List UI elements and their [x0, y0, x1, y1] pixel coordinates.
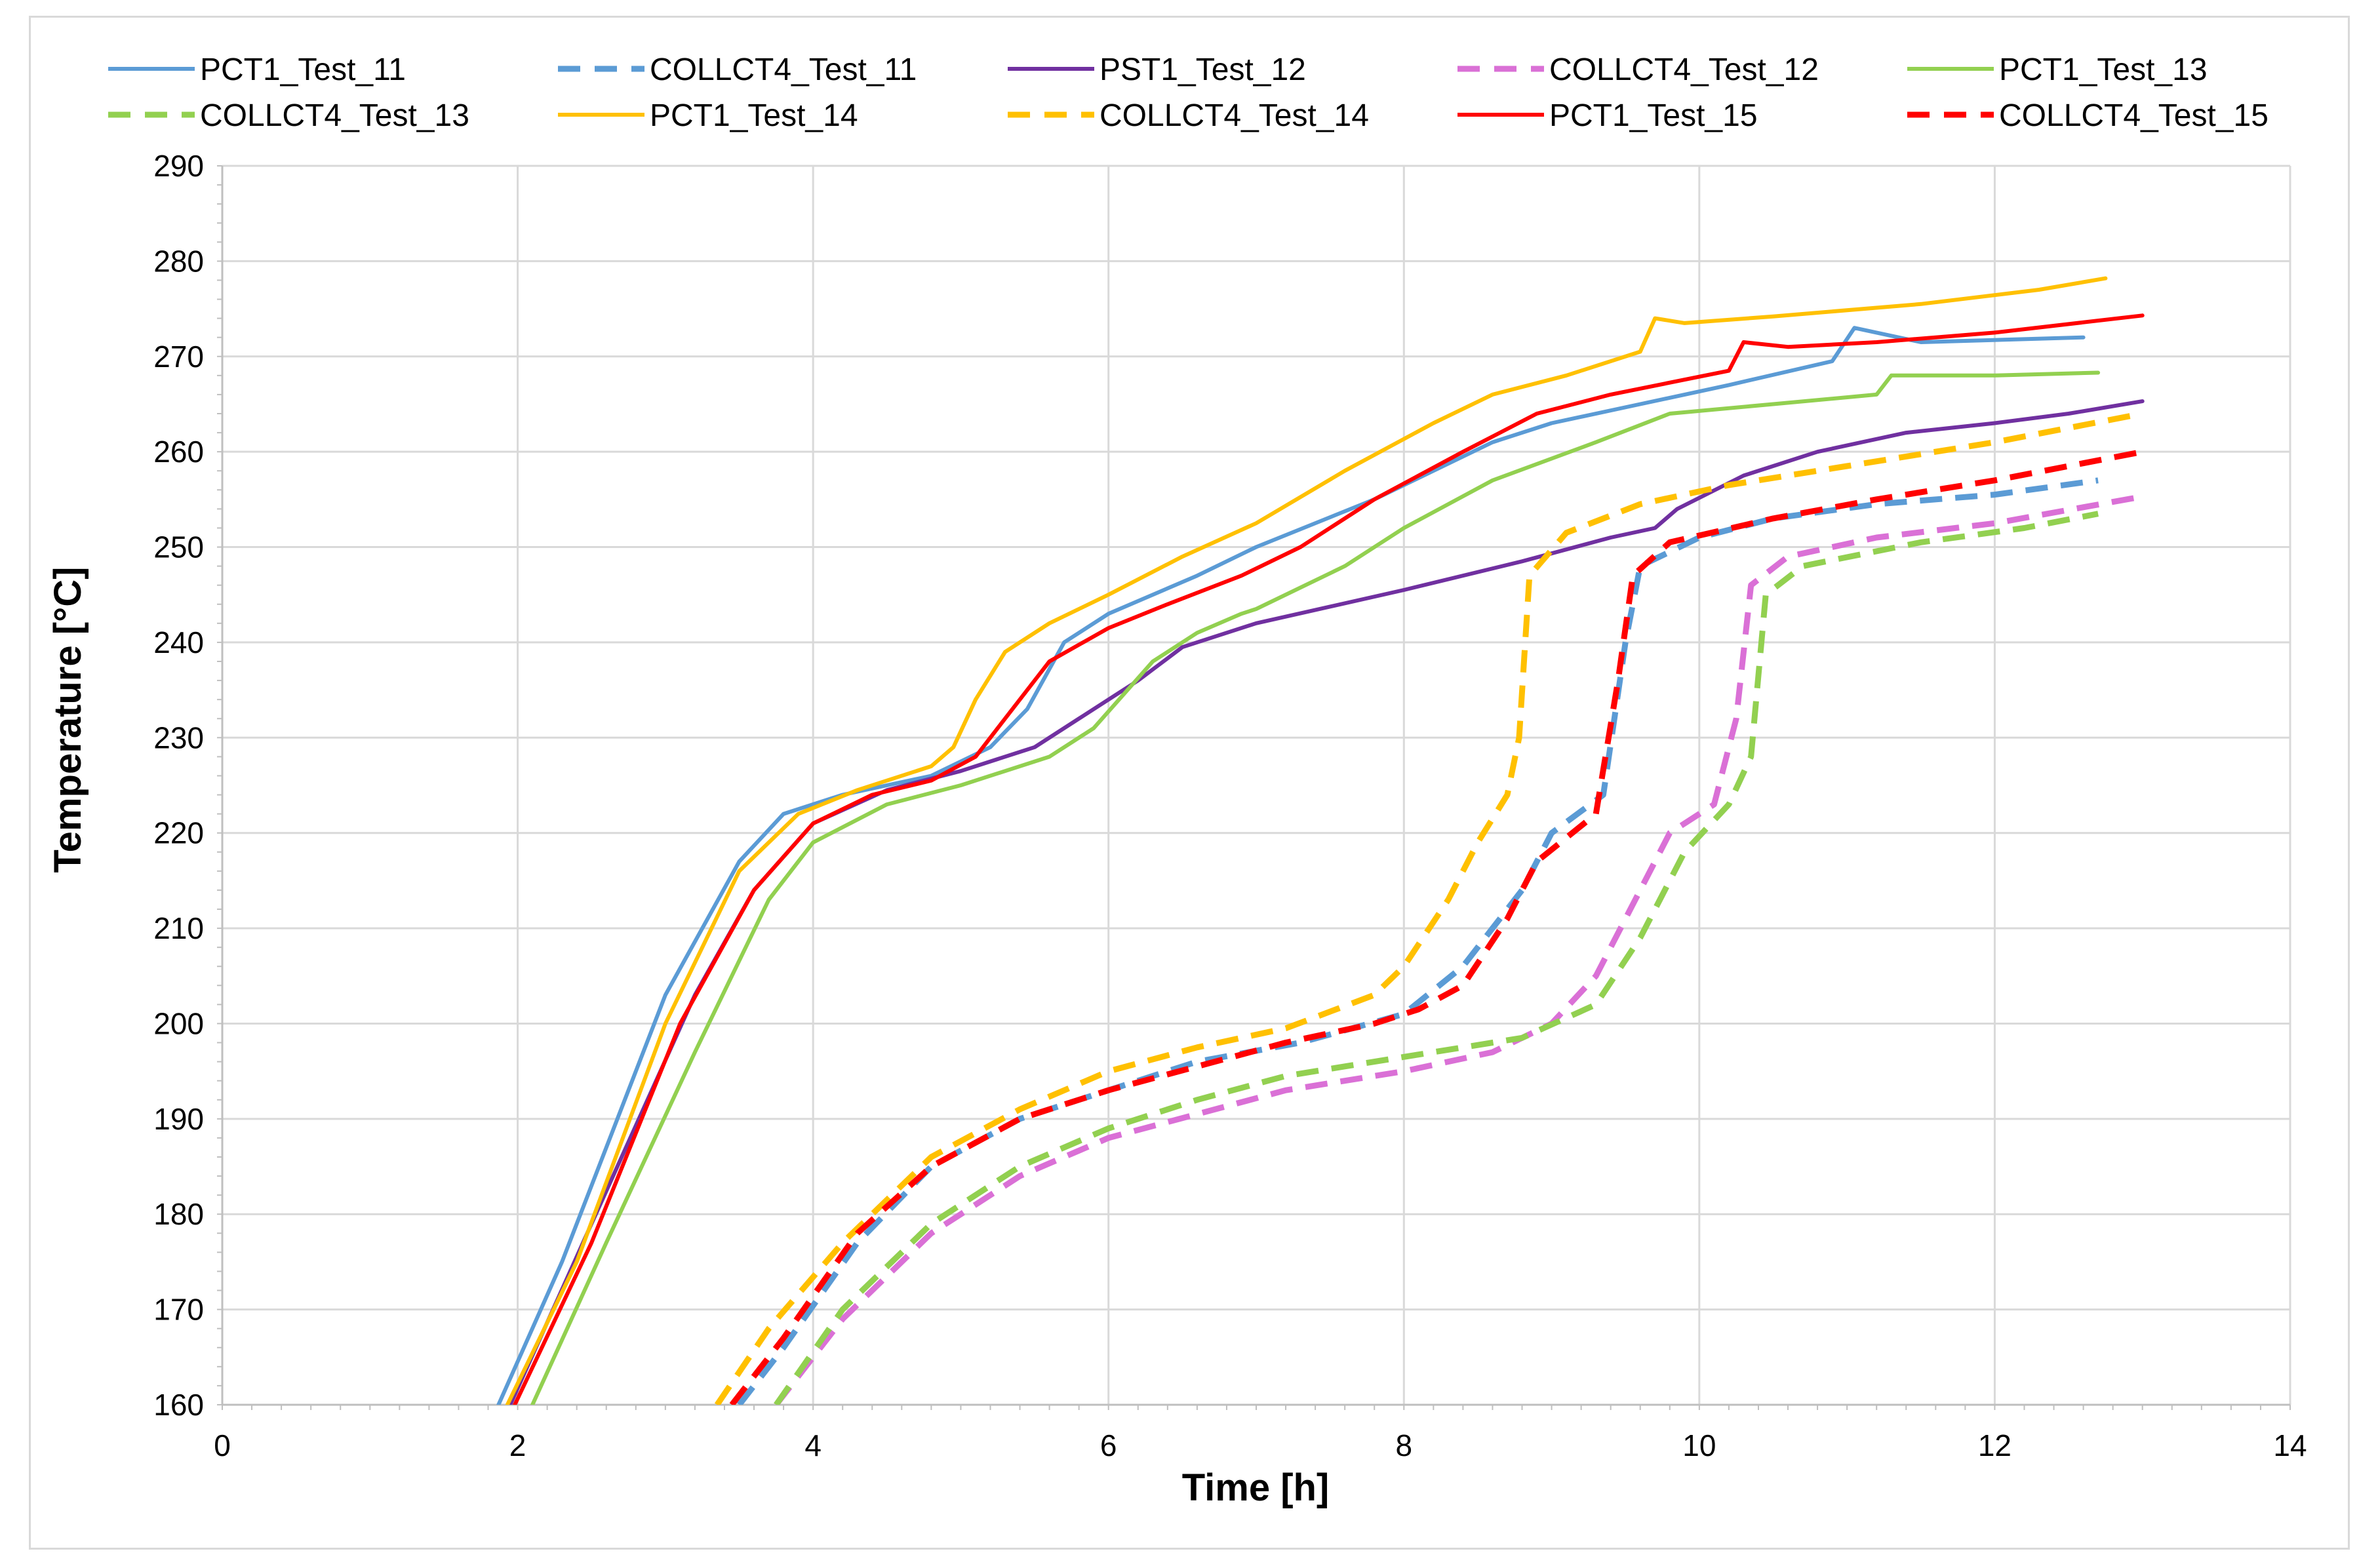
y-tick-label: 180 — [153, 1197, 204, 1231]
series-lines — [496, 276, 2145, 1405]
y-tick-label: 240 — [153, 625, 204, 659]
series-line-collct4-test-13 — [774, 511, 2099, 1405]
legend-label: PCT1_Test_14 — [650, 98, 858, 133]
series-line-pct1-test-14 — [505, 276, 2108, 1405]
legend-label: COLLCT4_Test_12 — [1549, 52, 1819, 87]
temperature-time-chart: 0 2 4 6 8 10 12 14 160 170 180 190 200 210 220 230 240 25… — [47, 52, 2307, 1509]
series-line-pst1-test-12 — [508, 399, 2145, 1405]
legend-label: PCT1_Test_13 — [1999, 52, 2208, 87]
y-tick-label: 270 — [153, 340, 204, 374]
x-tick-label: 12 — [1978, 1428, 2011, 1462]
axes: 0 2 4 6 8 10 12 14 160 170 180 190 200 210 220 230 240 25… — [153, 149, 2307, 1462]
series-line-collct4-test-15 — [729, 448, 2143, 1405]
y-tick-label: 190 — [153, 1102, 204, 1136]
legend-label: PCT1_Test_11 — [200, 52, 406, 87]
x-tick-label: 10 — [1682, 1428, 1716, 1462]
legend-label: COLLCT4_Test_14 — [1100, 98, 1369, 133]
x-axis-title: Time [h] — [1182, 1466, 1330, 1509]
y-tick-label: 250 — [153, 530, 204, 564]
y-tick-label: 280 — [153, 244, 204, 278]
y-tick-label: 210 — [153, 911, 204, 945]
x-tick-label: 8 — [1395, 1428, 1412, 1462]
legend-label: COLLCT4_Test_15 — [1999, 98, 2269, 133]
x-tick-label: 2 — [509, 1428, 526, 1462]
x-tick-label: 14 — [2273, 1428, 2307, 1462]
y-tick-label: 170 — [153, 1293, 204, 1327]
legend-label: COLLCT4_Test_11 — [650, 52, 917, 87]
y-tick-label: 220 — [153, 816, 204, 850]
legend-label: COLLCT4_Test_13 — [200, 98, 469, 133]
series-line-collct4-test-12 — [774, 494, 2143, 1405]
series-line-pct1-test-11 — [496, 326, 2086, 1405]
grid-lines — [222, 165, 2291, 1405]
y-tick-label: 160 — [153, 1388, 204, 1422]
legend: PCT1_Test_11 COLLCT4_Test_11 PST1_Test_12 C… — [108, 52, 2269, 133]
series-line-pct1-test-15 — [513, 313, 2145, 1405]
legend-label: PCT1_Test_15 — [1549, 98, 1758, 133]
chart-frame: 0 2 4 6 8 10 12 14 160 170 180 190 200 210 220 230 240 25… — [29, 16, 2350, 1550]
x-tick-label: 6 — [1100, 1428, 1117, 1462]
y-axis-title: Temperature [°C] — [47, 567, 89, 873]
series-line-collct4-test-14 — [714, 410, 2143, 1405]
y-tick-label: 200 — [153, 1006, 204, 1040]
legend-label: PST1_Test_12 — [1100, 52, 1306, 87]
x-tick-label: 4 — [804, 1428, 822, 1462]
y-tick-label: 230 — [153, 720, 204, 755]
y-tick-label: 290 — [153, 149, 204, 183]
x-tick-label: 0 — [214, 1428, 231, 1462]
y-tick-label: 260 — [153, 435, 204, 469]
series-line-pct1-test-13 — [530, 370, 2101, 1405]
